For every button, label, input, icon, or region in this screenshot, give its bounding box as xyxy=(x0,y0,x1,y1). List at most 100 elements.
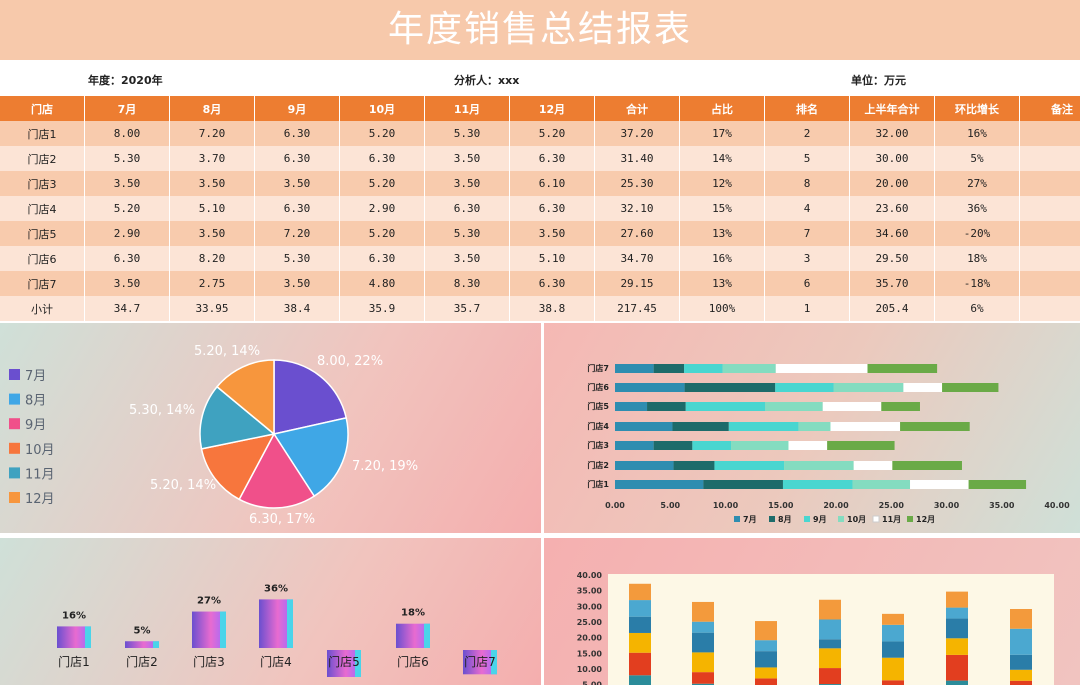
table-cell: 34.70 xyxy=(594,246,680,271)
growth-category-label: 门店6 xyxy=(397,654,429,669)
analyst-label: 分析人：xxx xyxy=(454,74,520,87)
stacked-bar-segment xyxy=(653,364,685,373)
x-tick-label: 10.00 xyxy=(713,501,739,510)
store-name-cell: 小计 xyxy=(0,296,85,321)
stacked-bar-segment xyxy=(798,422,831,431)
stacked-bar-segment xyxy=(615,383,685,392)
stacked-bar-segment xyxy=(830,422,901,431)
table-cell: 34.7 xyxy=(84,296,170,321)
table-cell xyxy=(1019,271,1080,296)
table-row: 门店3 3.50 3.50 3.50 5.20 3.50 6.10 25.30 12% 8 20.0… xyxy=(0,171,1080,196)
category-label: 门店7 xyxy=(587,363,609,373)
table-row: 门店4 5.20 5.10 6.30 2.90 6.30 6.30 32.10 15% 4 23.6… xyxy=(0,196,1080,221)
horizontal-stacked-bar-panel: 门店1 门店2 门店3 门店4 门店5 门店6 门店7 0.00 5.00 10.00 15.00 2… xyxy=(544,323,1080,533)
table-row: 门店6 6.30 8.20 5.30 6.30 3.50 5.10 34.70 16% 3 29.5… xyxy=(0,246,1080,271)
stacked-column-segment xyxy=(946,618,968,639)
stacked-column-segment xyxy=(755,667,777,679)
table-cell: 3.50 xyxy=(424,146,510,171)
table-cell: 3.50 xyxy=(254,171,340,196)
stacked-bar-segment xyxy=(672,422,729,431)
growth-category-label: 门店2 xyxy=(126,654,158,669)
table-cell: 100% xyxy=(679,296,765,321)
table-cell: 35.7 xyxy=(424,296,510,321)
growth-data-label: 16% xyxy=(62,610,86,621)
stacked-bar-segment xyxy=(731,441,789,450)
table-cell: 8.20 xyxy=(169,246,255,271)
table-cell: 6.30 xyxy=(509,146,595,171)
table-cell: 6.30 xyxy=(254,146,340,171)
stacked-bar-segment xyxy=(784,461,854,470)
category-label: 门店4 xyxy=(587,421,609,431)
y-tick-label: 20.00 xyxy=(577,634,603,643)
stacked-column-segment xyxy=(946,654,968,681)
stacked-column-segment xyxy=(629,600,651,617)
table-cell: 205.4 xyxy=(849,296,935,321)
pie-slice xyxy=(199,385,276,450)
table-cell: 2 xyxy=(764,121,850,146)
table-cell: 7 xyxy=(764,221,850,246)
stacked-bar-segment xyxy=(684,383,776,392)
table-header-cell: 占比 xyxy=(679,96,765,121)
legend-swatch xyxy=(734,516,740,522)
table-row: 门店1 8.00 7.20 6.30 5.20 5.30 5.20 37.20 17% 2 32.0… xyxy=(0,121,1080,146)
table-cell: 32.10 xyxy=(594,196,680,221)
table-cell: 13% xyxy=(679,221,765,246)
table-header-cell: 排名 xyxy=(764,96,850,121)
stacked-column-segment xyxy=(692,652,714,673)
table-cell: 14% xyxy=(679,146,765,171)
table-cell: 3.50 xyxy=(169,221,255,246)
stacked-column-segment xyxy=(629,616,651,633)
table-cell: -18% xyxy=(934,271,1020,296)
store-name-cell: 门店5 xyxy=(0,221,85,246)
table-cell: 5.20 xyxy=(509,121,595,146)
growth-bar-chart: 16% 门店1 5% 门店2 27% 门店3 36% 门店4 门店5 18% 门店6 门店7 xyxy=(57,583,497,677)
table-row: 门店7 3.50 2.75 3.50 4.80 8.30 6.30 29.15 13% 6 35.7… xyxy=(0,271,1080,296)
growth-bar-side xyxy=(355,650,361,677)
stacked-bar-segment xyxy=(881,402,920,411)
stacked-column-segment xyxy=(692,632,714,653)
table-cell: 8.00 xyxy=(84,121,170,146)
table-cell: 31.40 xyxy=(594,146,680,171)
category-label: 门店1 xyxy=(587,479,609,489)
x-tick-label: 35.00 xyxy=(989,501,1015,510)
stacked-bar-segment xyxy=(968,480,1027,489)
x-tick-label: 5.00 xyxy=(660,501,680,510)
growth-bar-side xyxy=(153,641,159,648)
stacked-bar-segment xyxy=(788,441,828,450)
vertical-stacked-bar-panel: 5.00 10.00 15.00 20.00 25.00 30.00 35.00 40.00 xyxy=(544,538,1080,685)
legend-label: 8月 xyxy=(25,394,46,409)
table-cell: 5.30 xyxy=(424,221,510,246)
pie-slice xyxy=(215,359,275,436)
table-row: 小计 34.7 33.95 38.4 35.9 35.7 38.8 217.45 100% 1 20… xyxy=(0,296,1080,321)
table-header-cell: 备注 xyxy=(1019,96,1080,121)
y-tick-label: 40.00 xyxy=(577,571,603,580)
table-cell: 8.30 xyxy=(424,271,510,296)
growth-data-label: 27% xyxy=(197,596,221,607)
table-cell: 13% xyxy=(679,271,765,296)
stacked-bar-segment xyxy=(728,422,799,431)
table-cell: 18% xyxy=(934,246,1020,271)
stacked-bar-segment xyxy=(903,383,943,392)
stacked-column-segment xyxy=(1010,680,1032,685)
table-cell: 6.10 xyxy=(509,171,595,196)
stacked-bar-segment xyxy=(647,402,686,411)
stacked-column-segment xyxy=(882,624,904,642)
legend-label: 9月 xyxy=(813,515,827,524)
table-cell: 16% xyxy=(679,246,765,271)
table-cell: 16% xyxy=(934,121,1020,146)
table-cell: 12% xyxy=(679,171,765,196)
table-cell: 3.50 xyxy=(84,171,170,196)
table-cell: 38.4 xyxy=(254,296,340,321)
stacked-column-segment xyxy=(882,657,904,681)
table-cell: 25.30 xyxy=(594,171,680,196)
growth-bar-side xyxy=(85,626,91,648)
stacked-bar-segment xyxy=(827,441,895,450)
stacked-column-segment xyxy=(882,680,904,685)
table-cell: 5% xyxy=(934,146,1020,171)
table-cell: 5.10 xyxy=(509,246,595,271)
stacked-column-segment xyxy=(1010,654,1032,670)
growth-bar xyxy=(57,626,91,648)
table-cell: 5.10 xyxy=(169,196,255,221)
stacked-bar-segment xyxy=(892,461,962,470)
table-cell: 3.50 xyxy=(424,171,510,196)
